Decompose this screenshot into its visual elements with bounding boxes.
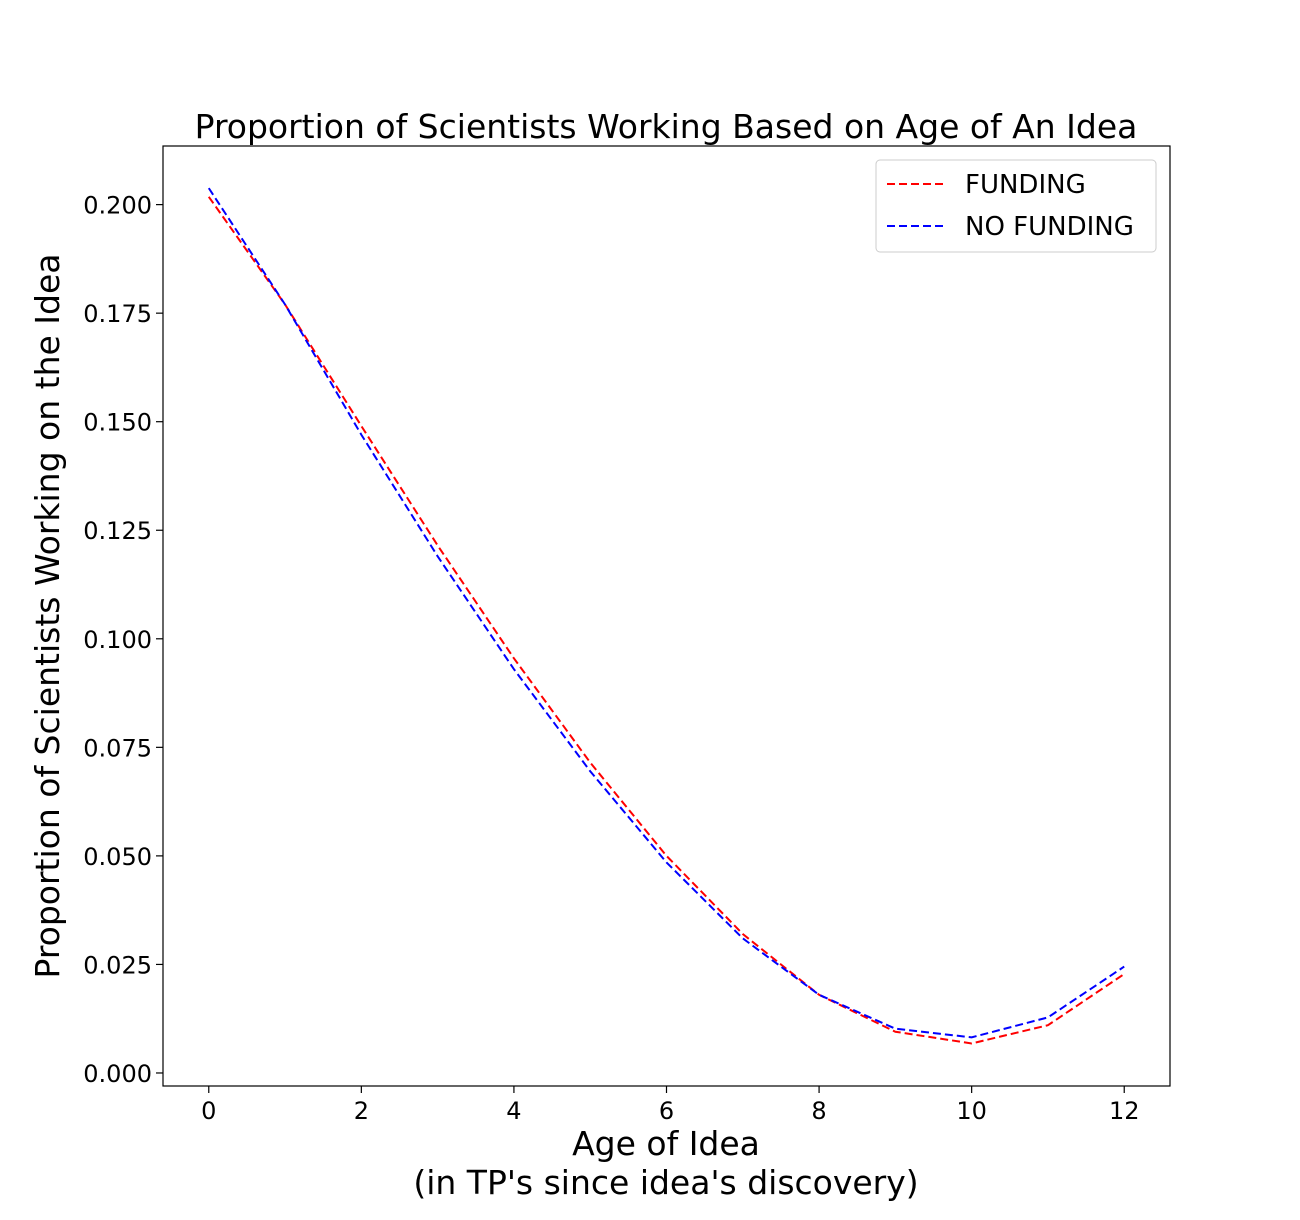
- x-tick-label: 12: [1109, 1097, 1140, 1125]
- y-tick-label: 0.075: [83, 734, 152, 762]
- y-tick-label: 0.175: [83, 300, 152, 328]
- x-axis-label-line2: (in TP's since idea's discovery): [413, 1163, 918, 1202]
- plot-area: [207, 187, 1125, 1045]
- y-tick-label: 0.200: [83, 192, 152, 220]
- y-tick-label: 0.150: [83, 409, 152, 437]
- legend-label-no-funding: NO FUNDING: [965, 212, 1134, 242]
- x-tick-label: 0: [201, 1097, 216, 1125]
- x-tick-label: 2: [354, 1097, 369, 1125]
- legend: FUNDING NO FUNDING: [875, 159, 1157, 253]
- x-axis-label: Age of Idea: [572, 1124, 760, 1163]
- series-line-1: [207, 187, 1125, 1039]
- y-tick-label: 0.100: [83, 626, 152, 654]
- y-tick-label: 0.050: [83, 843, 152, 871]
- y-axis-label: Proportion of Scientists Working on the …: [28, 254, 67, 979]
- x-tick-label: 4: [506, 1097, 521, 1125]
- y-tick-label: 0.000: [83, 1060, 152, 1088]
- y-tick-label: 0.125: [83, 517, 152, 545]
- x-tick-label: 6: [659, 1097, 674, 1125]
- x-tick-label: 8: [811, 1097, 826, 1125]
- legend-label-funding: FUNDING: [965, 170, 1086, 200]
- series-line-0: [207, 196, 1125, 1045]
- y-tick-label: 0.025: [83, 951, 152, 979]
- x-tick-label: 10: [956, 1097, 987, 1125]
- x-axis: 0 2 4 6 8 10 12: [201, 1086, 1140, 1125]
- y-axis: 0.000 0.025 0.050 0.075 0.100 0.125 0.150 0.175…: [83, 192, 163, 1088]
- legend-box: [875, 159, 1157, 253]
- chart-title: Proportion of Scientists Working Based o…: [195, 107, 1138, 146]
